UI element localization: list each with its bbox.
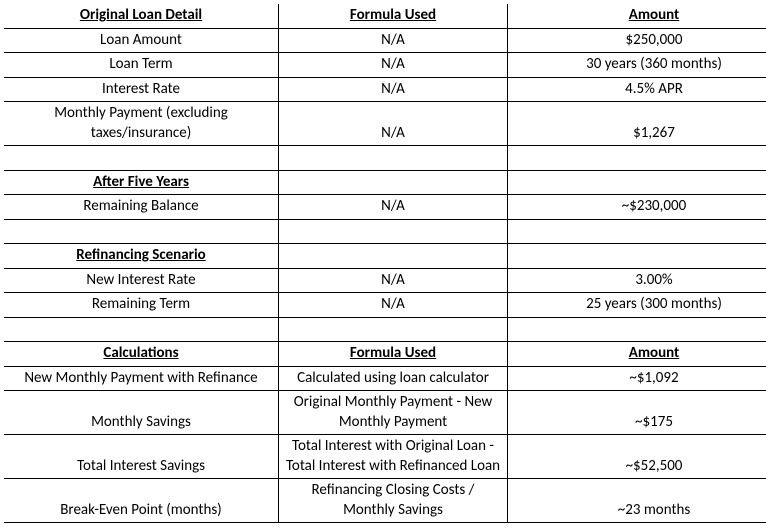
column-header: Calculations <box>4 342 279 367</box>
table-row: Loan AmountN/A$250,000 <box>4 28 766 53</box>
table-cell: 30 years (360 months) <box>508 53 766 78</box>
table-cell: Monthly Savings <box>4 391 279 435</box>
table-cell: Total Interest with Original Loan - Tota… <box>279 435 508 479</box>
table-cell: ~$175 <box>508 391 766 435</box>
table-cell: N/A <box>279 77 508 102</box>
table-cell <box>508 244 766 269</box>
table-cell: Remaining Balance <box>4 195 279 220</box>
table-cell: Calculated using loan calculator <box>279 366 508 391</box>
table-cell: $1,267 <box>508 102 766 146</box>
table-cell: Loan Amount <box>4 28 279 53</box>
table-row: Break-Even Point (months)Refinancing Clo… <box>4 479 766 523</box>
table-cell: Break-Even Point (months) <box>4 479 279 523</box>
table-cell: Loan Term <box>4 53 279 78</box>
table-cell: ~23 months <box>508 479 766 523</box>
table-row: Monthly Payment (excluding taxes/insuran… <box>4 102 766 146</box>
table-cell <box>508 146 766 171</box>
table-cell: ~$230,000 <box>508 195 766 220</box>
table-row: New Monthly Payment with RefinanceCalcul… <box>4 366 766 391</box>
table-cell <box>279 219 508 244</box>
section-header: Refinancing Scenario <box>4 244 279 269</box>
table-row: Interest RateN/A4.5% APR <box>4 77 766 102</box>
column-header: Formula Used <box>279 342 508 367</box>
table-row <box>4 146 766 171</box>
table-cell: N/A <box>279 268 508 293</box>
table-cell: $250,000 <box>508 28 766 53</box>
table-cell: Refinancing Closing Costs / Monthly Savi… <box>279 479 508 523</box>
table-row: After Five Years <box>4 170 766 195</box>
table-cell: N/A <box>279 102 508 146</box>
column-header: Formula Used <box>279 4 508 28</box>
table-row: Loan TermN/A30 years (360 months) <box>4 53 766 78</box>
table-cell <box>279 317 508 342</box>
table-cell: 25 years (300 months) <box>508 293 766 318</box>
table-cell: ~$1,092 <box>508 366 766 391</box>
table-cell: 4.5% APR <box>508 77 766 102</box>
table-cell <box>4 317 279 342</box>
table-cell: N/A <box>279 195 508 220</box>
table-cell <box>508 170 766 195</box>
table-cell: N/A <box>279 53 508 78</box>
table-cell <box>279 146 508 171</box>
table-row: Remaining TermN/A25 years (300 months) <box>4 293 766 318</box>
column-header: Amount <box>508 4 766 28</box>
table-cell <box>4 219 279 244</box>
table-cell <box>279 170 508 195</box>
table-row: New Interest RateN/A3.00% <box>4 268 766 293</box>
table-row: Monthly SavingsOriginal Monthly Payment … <box>4 391 766 435</box>
column-header: Original Loan Detail <box>4 4 279 28</box>
table-cell: N/A <box>279 28 508 53</box>
table-cell: New Interest Rate <box>4 268 279 293</box>
column-header: Amount <box>508 342 766 367</box>
table-row <box>4 219 766 244</box>
table-cell <box>4 146 279 171</box>
table-row <box>4 317 766 342</box>
table-cell: 3.00% <box>508 268 766 293</box>
table-cell <box>508 219 766 244</box>
table-cell: Total Interest Savings <box>4 435 279 479</box>
table-cell <box>508 317 766 342</box>
table-cell: New Monthly Payment with Refinance <box>4 366 279 391</box>
table-cell: ~$52,500 <box>508 435 766 479</box>
table-row: Refinancing Scenario <box>4 244 766 269</box>
table-row: Original Loan DetailFormula UsedAmount <box>4 4 766 28</box>
table-cell: Remaining Term <box>4 293 279 318</box>
table-cell: Original Monthly Payment - New Monthly P… <box>279 391 508 435</box>
table-row: Remaining BalanceN/A~$230,000 <box>4 195 766 220</box>
table-cell <box>279 244 508 269</box>
table-cell: N/A <box>279 293 508 318</box>
section-header: After Five Years <box>4 170 279 195</box>
table-row: CalculationsFormula UsedAmount <box>4 342 766 367</box>
table-cell: Monthly Payment (excluding taxes/insuran… <box>4 102 279 146</box>
table-row: Total Interest SavingsTotal Interest wit… <box>4 435 766 479</box>
table-cell: Interest Rate <box>4 77 279 102</box>
loan-refinance-table: Original Loan DetailFormula UsedAmountLo… <box>4 4 766 523</box>
